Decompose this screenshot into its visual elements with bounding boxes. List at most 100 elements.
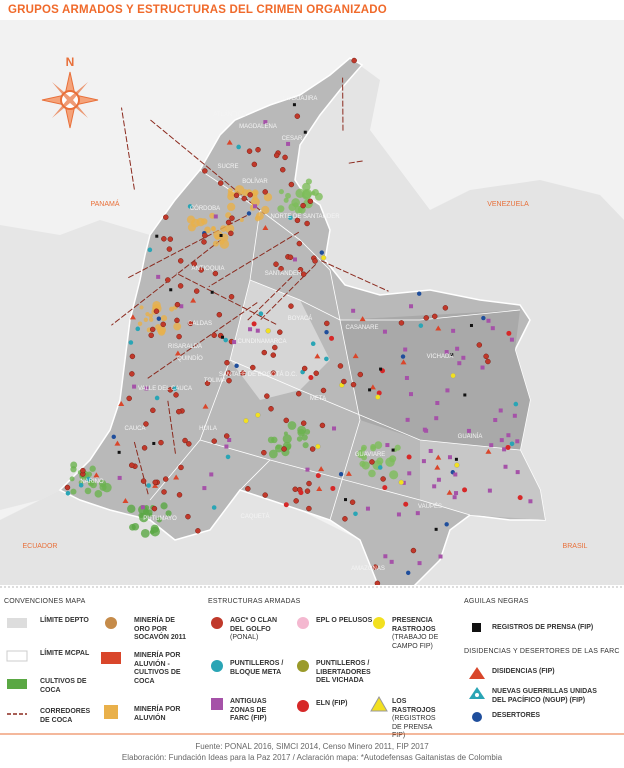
dissidence-marker xyxy=(152,482,159,488)
eln-marker xyxy=(506,330,512,336)
farc-zone xyxy=(365,506,370,511)
agc-marker xyxy=(261,449,267,456)
aguilas-marker xyxy=(169,288,173,292)
coca-area xyxy=(218,239,225,245)
coca-area xyxy=(143,317,148,322)
agc-marker xyxy=(372,564,379,570)
agc-marker xyxy=(304,488,311,494)
agc-marker xyxy=(182,437,188,444)
puntilleros-marker xyxy=(147,247,153,253)
dissidence-marker xyxy=(314,353,321,359)
agc-marker xyxy=(288,181,295,188)
coca-area xyxy=(239,217,244,222)
legend-name: PUNTILLEROS / LIBERTADORES DEL VICHADA xyxy=(316,660,371,684)
agc-marker xyxy=(246,148,253,154)
coca-area xyxy=(294,205,303,214)
agc-marker xyxy=(307,198,314,205)
puntilleros-marker xyxy=(78,482,84,488)
rastrojos-marker xyxy=(375,394,381,400)
divider xyxy=(0,733,624,735)
farc-zone xyxy=(436,477,441,482)
department-label: BOYACÁ xyxy=(288,315,313,322)
agc-marker xyxy=(369,459,375,465)
farc-zone xyxy=(132,384,137,389)
source: Fuente: PONAL 2016, SIMCI 2014, Censo Mi… xyxy=(195,742,429,751)
agc-marker xyxy=(228,230,234,237)
agc-marker xyxy=(152,479,158,486)
legend-name: LOS RASTROJOS xyxy=(392,698,436,714)
agc-marker xyxy=(287,254,294,261)
coca-area xyxy=(261,205,270,215)
farc-zone xyxy=(286,141,291,146)
agc-marker xyxy=(319,422,326,429)
agc-marker xyxy=(176,492,183,498)
agc-marker xyxy=(201,239,207,245)
agc-marker xyxy=(176,408,182,415)
coca-area xyxy=(150,524,159,533)
department-label: TOLIMA xyxy=(204,378,226,384)
agc-marker xyxy=(342,516,348,522)
agc-marker xyxy=(153,308,160,315)
legend-name: PRESENCIA RASTROJOS xyxy=(392,617,436,633)
coca-area xyxy=(212,240,219,247)
farc-zone xyxy=(454,491,459,496)
legend-label: NUEVAS GUERRILLAS UNIDAS DEL PACÍFICO (N… xyxy=(492,688,597,704)
coca-area xyxy=(84,487,92,495)
coca-area xyxy=(70,488,77,495)
legend-label: MINERÍA DE ORO POR SOCAVÓN 2011 xyxy=(134,617,187,641)
agc-marker xyxy=(476,342,483,348)
coca-area xyxy=(139,305,144,310)
legend-icon xyxy=(104,705,118,719)
coca-area xyxy=(394,444,401,451)
farc-zone xyxy=(396,512,401,517)
agc-marker xyxy=(177,258,184,264)
agc-marker xyxy=(64,484,71,491)
deserter-marker xyxy=(234,363,239,369)
dissidence-marker xyxy=(352,353,359,359)
agc-marker xyxy=(255,146,261,153)
agc-marker xyxy=(161,489,167,495)
coca-area xyxy=(155,324,162,331)
coca-area xyxy=(148,313,153,319)
puntilleros-marker xyxy=(377,465,383,470)
farc-zone xyxy=(227,438,232,443)
department-label: RISARALDA xyxy=(168,344,202,350)
agc-marker xyxy=(166,246,173,252)
dissidence-marker xyxy=(129,314,136,320)
agc-marker xyxy=(270,352,277,358)
farc-zone xyxy=(202,486,207,491)
aguilas-marker xyxy=(391,448,395,452)
coca-area xyxy=(302,188,313,199)
aguilas-marker xyxy=(379,367,383,371)
agc-marker xyxy=(264,393,270,399)
coca-area xyxy=(209,212,216,219)
coca-corridor xyxy=(175,272,277,325)
agc-marker xyxy=(304,220,310,227)
agc-marker xyxy=(225,219,232,226)
farc-zone xyxy=(457,361,462,366)
farc-zone xyxy=(453,472,458,477)
aguilas-marker xyxy=(152,441,156,445)
department-label: SANTAFÉ DE BOGOTÁ D.C. xyxy=(219,371,298,378)
farc-zone xyxy=(502,447,507,452)
agc-marker xyxy=(186,441,192,447)
agc-marker xyxy=(204,380,211,386)
eln-marker xyxy=(251,321,257,327)
department-label: CALDAS xyxy=(188,321,212,327)
agc-marker xyxy=(202,168,208,174)
coca-corridor xyxy=(111,239,221,326)
puntilleros-marker xyxy=(509,441,515,447)
eln-marker xyxy=(376,390,382,396)
agc-marker xyxy=(351,57,357,64)
agc-marker xyxy=(320,387,327,394)
deserter-marker xyxy=(156,316,162,321)
neighbor xyxy=(0,220,150,510)
farc-zone xyxy=(432,484,437,489)
farc-zone xyxy=(224,444,229,449)
coca-area xyxy=(165,510,172,517)
farc-zone xyxy=(455,346,460,351)
agc-marker xyxy=(143,421,149,427)
agc-marker xyxy=(357,371,364,378)
farc-zone xyxy=(417,561,422,566)
neighbor xyxy=(0,58,624,585)
